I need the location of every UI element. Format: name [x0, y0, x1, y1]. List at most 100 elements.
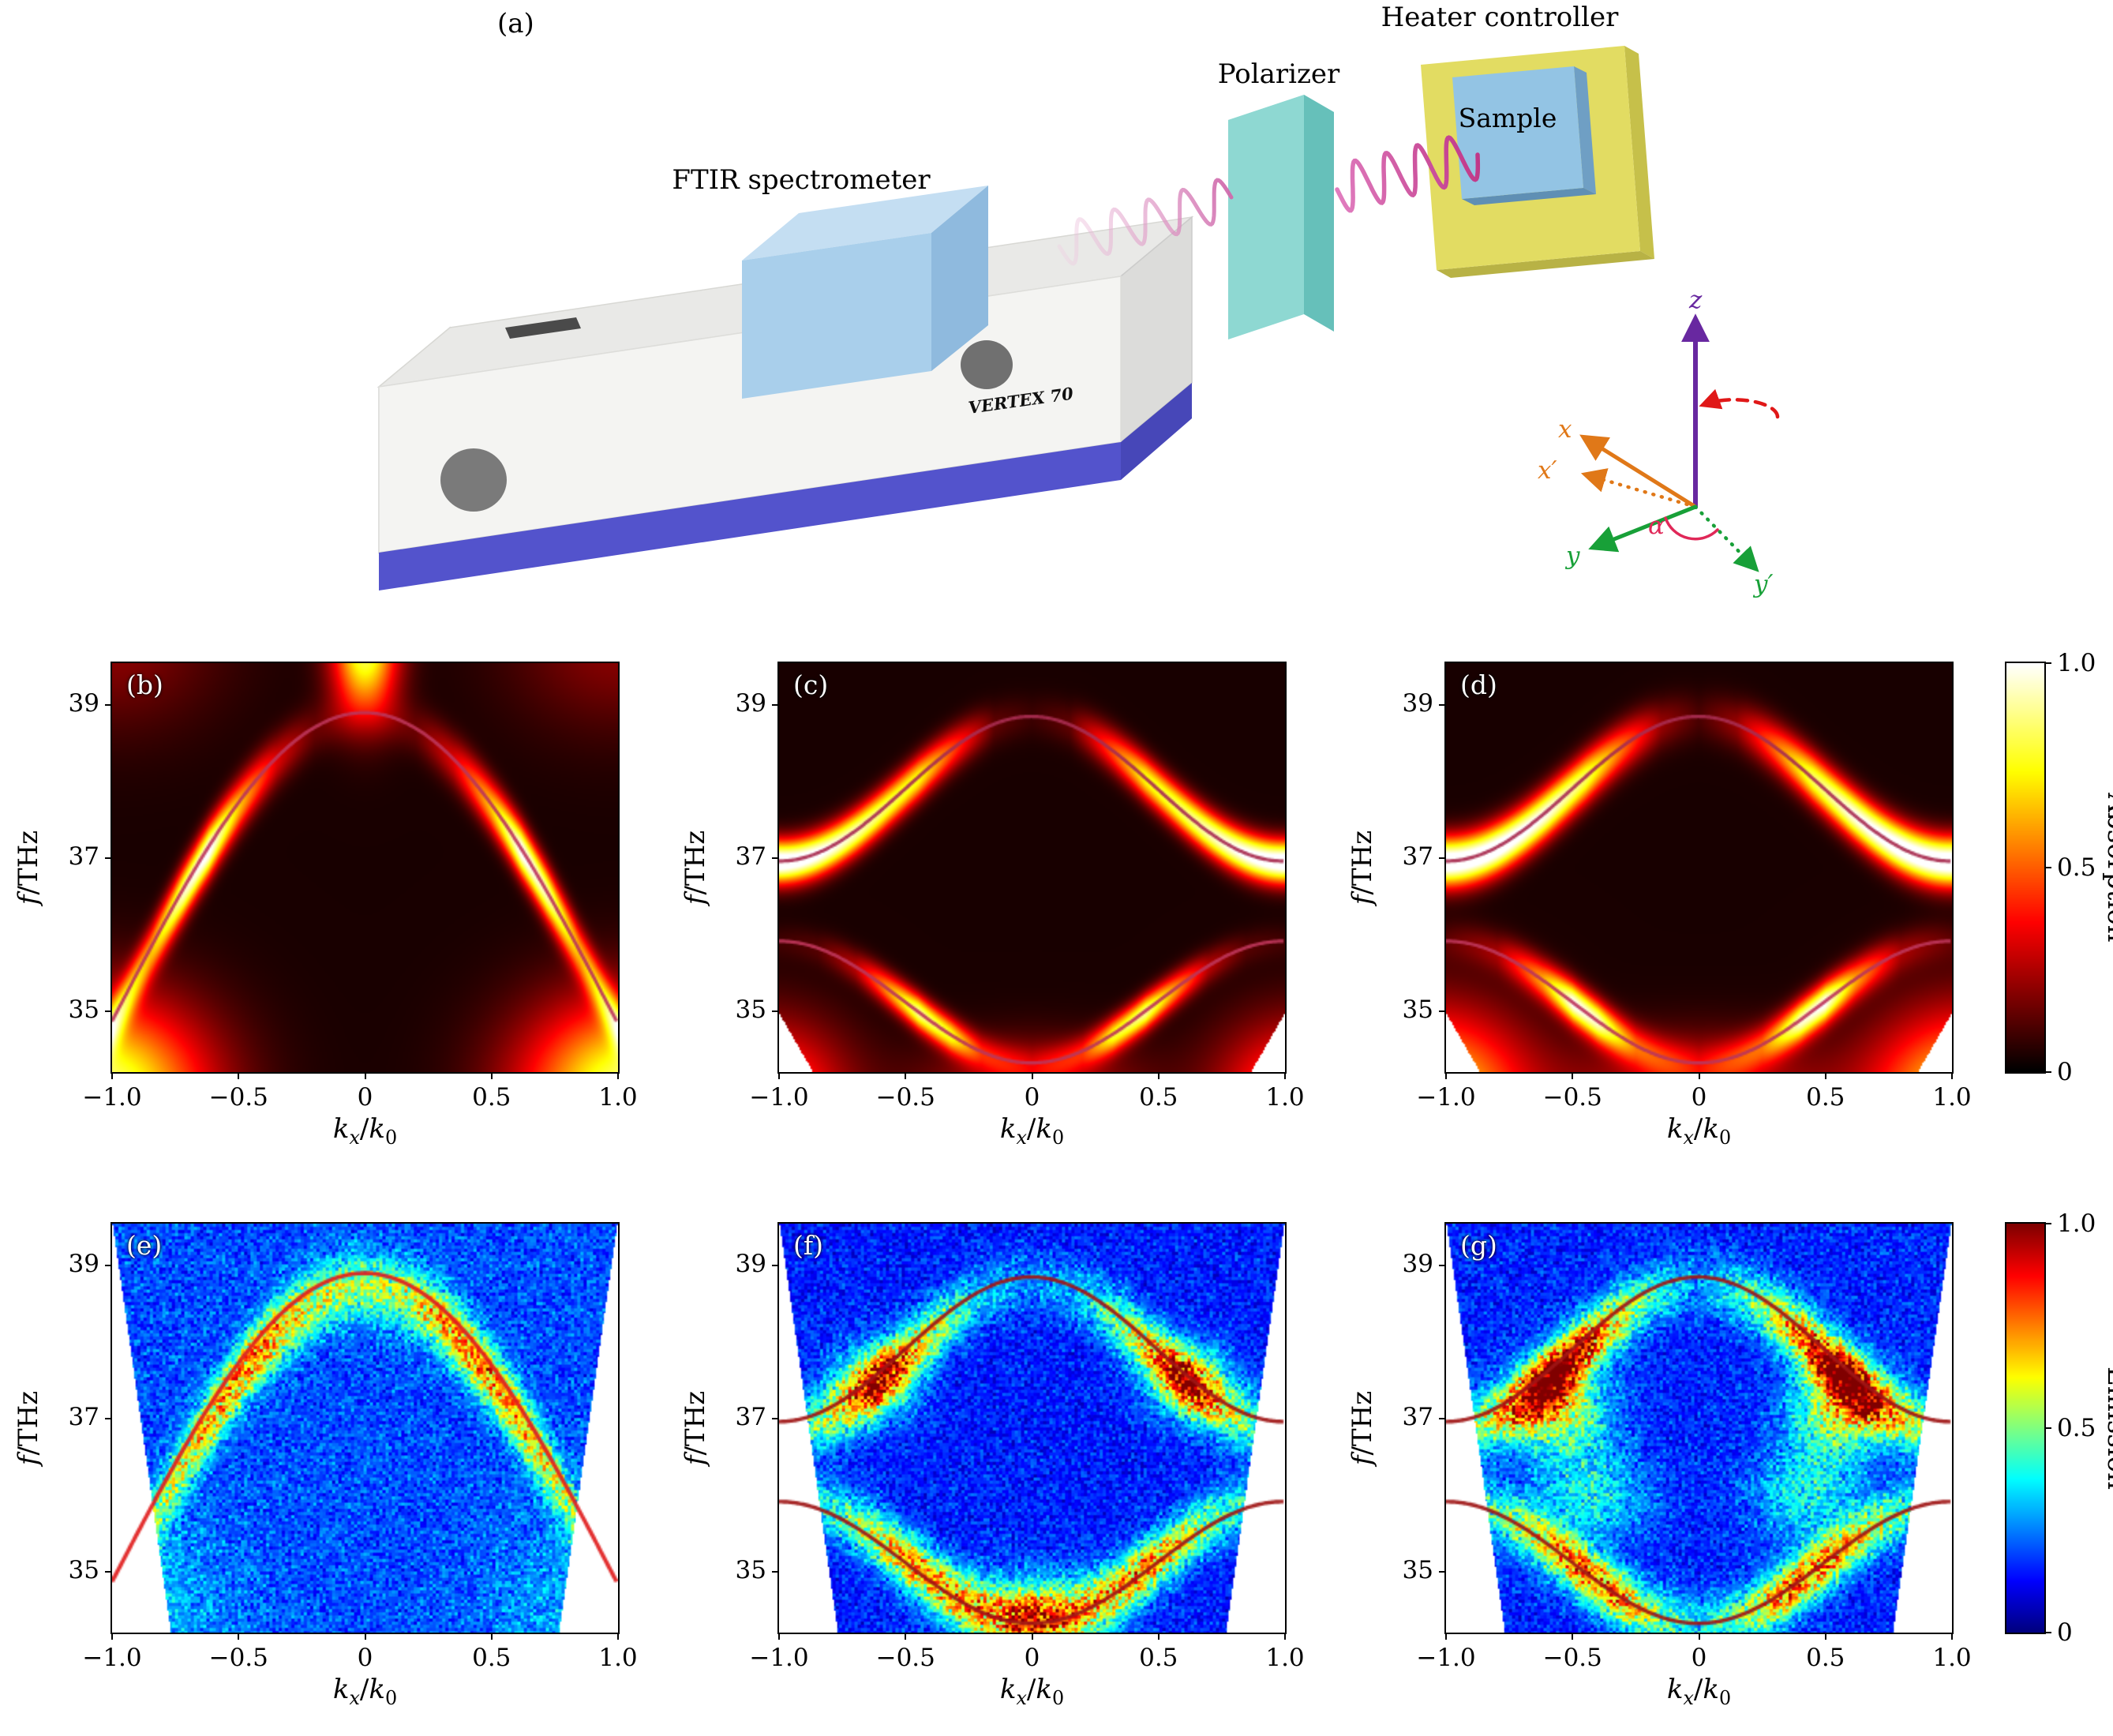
x-tick-mark [1157, 1633, 1160, 1640]
x-tick-label: 0.5 [472, 1644, 511, 1672]
x-tick-label: 0 [1691, 1083, 1707, 1112]
x-tick-mark [1031, 1633, 1033, 1640]
panel-label-f: (f) [793, 1230, 823, 1261]
x-tick-mark [111, 1633, 113, 1640]
x-tick-mark [1951, 1633, 1953, 1640]
y-tick-label: 35 [735, 1555, 766, 1584]
heatmap-panel-b: (b) kx/k0 f/THz −1.0 −0.5 0 0.5 1.0 35 37 39 [13, 662, 638, 1149]
x-tick-mark [364, 1072, 366, 1079]
x-tick-label: 0 [357, 1644, 373, 1672]
spectrometer-window [742, 233, 931, 399]
y-tick-label: 39 [735, 689, 766, 718]
y-tick-label: 39 [735, 1250, 766, 1279]
heatmap-panel-e: (e) kx/k0 f/THz −1.0 −0.5 0 0.5 1.0 35 37 39 [13, 1222, 638, 1709]
y-tick-mark [772, 1265, 779, 1267]
sample-chip [1452, 66, 1596, 205]
heatmap-panel-c: (c) kx/k0 f/THz −1.0 −0.5 0 0.5 1.0 35 37 39 [680, 662, 1305, 1149]
y-axis-label: f/THz [1347, 830, 1378, 905]
y-axis-label: f/THz [13, 830, 44, 905]
schematic-drawing: VERTEX 70 [377, 46, 1780, 591]
x-tick-label: −1.0 [82, 1644, 142, 1672]
spectrometer-slot [505, 317, 581, 339]
x-tick-label: −1.0 [82, 1083, 142, 1112]
alpha-angle-arc [1664, 516, 1719, 541]
polarizer-slab [1228, 95, 1334, 339]
x-tick-mark [238, 1633, 240, 1640]
y-tick-label: 35 [68, 995, 99, 1024]
x-tick-label: 0 [1691, 1644, 1707, 1672]
y-tick-mark [105, 1417, 112, 1419]
colorbar-tick-label: 0.5 [2057, 853, 2096, 882]
x-axis-label-schematic: x [1558, 415, 1572, 444]
x-tick-label: 0.5 [1806, 1644, 1845, 1672]
thz-beam-1 [1057, 178, 1234, 266]
x-prime-axis-arrow [1580, 468, 1698, 509]
emission-map-canvas-g [1446, 1224, 1952, 1633]
x-tick-label: 1.0 [598, 1083, 638, 1112]
colorbar-title-absorption: Absorption [2101, 793, 2113, 943]
x-tick-mark [1951, 1072, 1953, 1079]
x-tick-label: −0.5 [875, 1083, 935, 1112]
colorbar-tick-mark [2044, 1632, 2051, 1633]
colorbar-tick-mark [2044, 662, 2051, 664]
x-tick-mark [1824, 1072, 1826, 1079]
x-tick-label: 0.5 [1806, 1083, 1845, 1112]
y-tick-mark [1439, 1265, 1446, 1267]
panel-label-c: (c) [793, 669, 829, 700]
y-tick-label: 39 [1402, 1250, 1433, 1279]
y-tick-label: 35 [1402, 1555, 1433, 1584]
colorbar-tick-label: 1.0 [2057, 649, 2096, 677]
x-tick-label: −0.5 [1542, 1644, 1602, 1672]
polarizer-label: Polarizer [1217, 58, 1340, 90]
x-tick-mark [111, 1072, 113, 1079]
x-tick-label: 0.5 [1139, 1644, 1178, 1672]
coordinate-axes [1579, 313, 1780, 572]
x-tick-mark [1698, 1072, 1700, 1079]
colorbar-tick-label: 0 [2057, 1618, 2073, 1647]
x-tick-mark [1698, 1633, 1700, 1640]
x-tick-label: −1.0 [1416, 1083, 1476, 1112]
x-tick-label: 0 [1024, 1644, 1040, 1672]
y-tick-label: 39 [68, 689, 99, 718]
x-tick-mark [490, 1633, 493, 1640]
colorbar-gradient-absorption [2006, 663, 2044, 1072]
y-tick-label: 35 [735, 995, 766, 1024]
y-tick-mark [772, 857, 779, 859]
colorbar-tick-label: 1.0 [2057, 1209, 2096, 1238]
x-tick-label: 0.5 [472, 1083, 511, 1112]
x-tick-label: −1.0 [1416, 1644, 1476, 1672]
x-tick-mark [364, 1633, 366, 1640]
x-tick-label: 1.0 [1265, 1644, 1305, 1672]
spectrometer-knob-right [961, 340, 1013, 389]
x-tick-label: 0.5 [1139, 1083, 1178, 1112]
x-tick-mark [778, 1633, 780, 1640]
z-axis-label: z [1689, 286, 1703, 314]
x-tick-mark [1284, 1633, 1286, 1640]
x-tick-mark [1284, 1072, 1286, 1079]
panel-label-e: (e) [126, 1230, 163, 1261]
x-tick-label: 1.0 [1265, 1083, 1305, 1112]
x-tick-label: −0.5 [208, 1083, 268, 1112]
y-tick-label: 37 [68, 1403, 99, 1432]
emission-map-canvas-f [779, 1224, 1285, 1633]
y-axis-label: f/THz [680, 830, 711, 905]
thz-beam-2 [1335, 135, 1481, 213]
colorbar-tick-mark [2044, 1223, 2051, 1224]
x-axis-label: kx/k0 [1666, 1674, 1732, 1709]
x-tick-label: −1.0 [749, 1644, 809, 1672]
x-tick-mark [905, 1633, 907, 1640]
emission-map-canvas-e [112, 1224, 618, 1633]
x-axis-label: kx/k0 [999, 1113, 1065, 1149]
panel-label-d: (d) [1460, 669, 1497, 700]
absorption-map-canvas-c [779, 663, 1285, 1072]
colorbar-tick-label: 0.5 [2057, 1414, 2096, 1442]
y-tick-mark [772, 1417, 779, 1419]
panel-label-b: (b) [126, 669, 163, 700]
y-tick-label: 39 [68, 1250, 99, 1279]
x-tick-label: 1.0 [1932, 1083, 1972, 1112]
colorbar-absorption: Absorption 1.0 0.5 0 [2005, 649, 2113, 1086]
y-axis-label: f/THz [1347, 1390, 1378, 1466]
x-tick-label: −1.0 [749, 1083, 809, 1112]
x-tick-label: 0 [1024, 1083, 1040, 1112]
heatmap-panel-d: (d) kx/k0 f/THz −1.0 −0.5 0 0.5 1.0 35 37 39 [1347, 662, 1972, 1149]
